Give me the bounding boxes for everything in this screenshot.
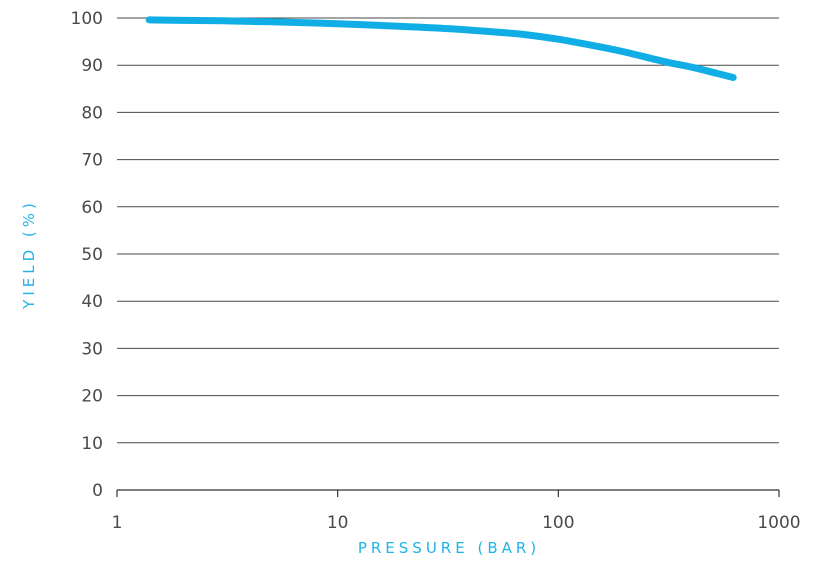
series-line — [145, 16, 737, 81]
series-layer — [145, 16, 737, 81]
x-axis — [116, 489, 780, 497]
y-tick-label: 90 — [81, 56, 103, 76]
y-tick-label: 100 — [71, 9, 103, 29]
y-tick-label: 10 — [81, 434, 103, 454]
y-tick-label: 50 — [81, 245, 103, 265]
y-tick-label: 60 — [81, 198, 103, 218]
x-tick-label: 10 — [327, 513, 349, 533]
y-axis-title: YIELD (%) — [20, 199, 38, 310]
gridlines — [117, 17, 779, 444]
y-tick-label: 30 — [81, 339, 103, 359]
x-tick-label: 100 — [542, 513, 574, 533]
y-tick-label: 40 — [81, 292, 103, 312]
y-tick-label: 80 — [81, 103, 103, 123]
x-tick-label: 1000 — [757, 513, 800, 533]
y-tick-label: 20 — [81, 387, 103, 407]
x-tick-label: 1 — [112, 513, 123, 533]
x-tick-labels: 1 10 100 1000 — [112, 513, 801, 533]
y-tick-labels: 0 10 20 30 40 50 60 70 80 90 100 — [71, 9, 103, 501]
y-tick-label: 0 — [92, 481, 103, 501]
y-tick-label: 70 — [81, 151, 103, 171]
x-axis-title: PRESSURE (BAR) — [358, 539, 540, 557]
